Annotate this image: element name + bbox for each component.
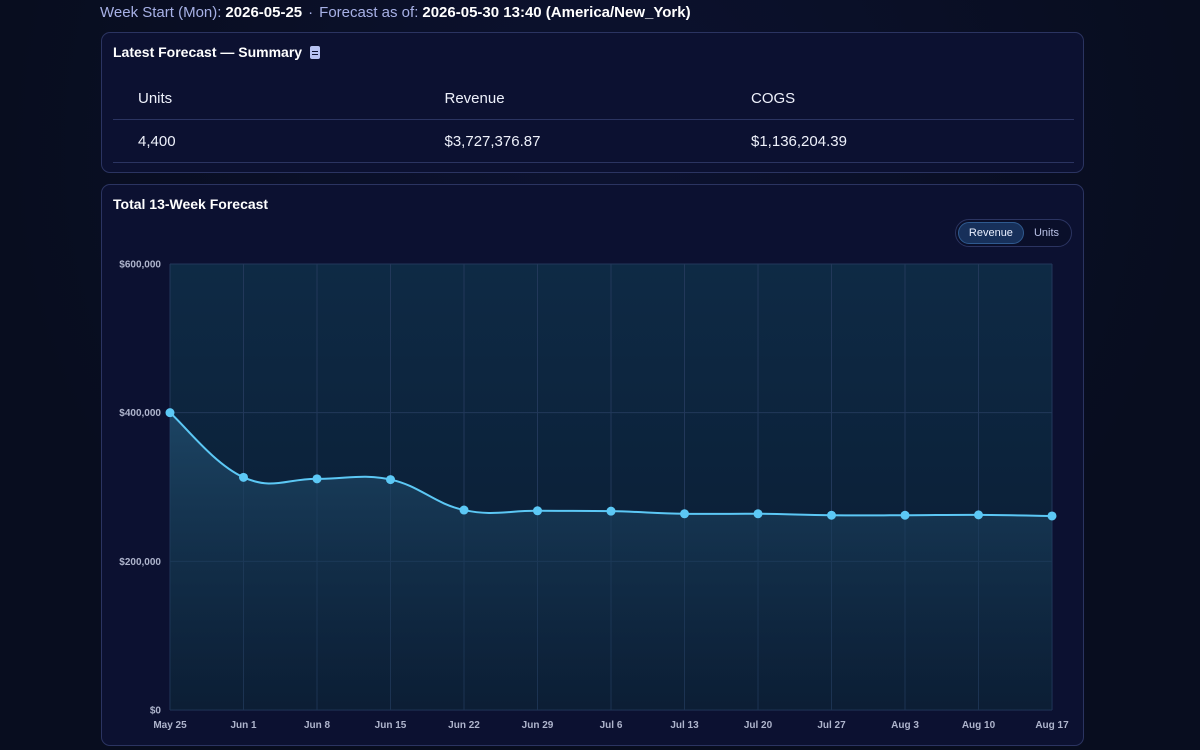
x-tick-label: Jul 27 <box>817 720 846 731</box>
x-tick-label: Jun 15 <box>375 720 407 731</box>
summary-header-row: Units Revenue COGS <box>113 77 1074 120</box>
series-area <box>170 412 1052 710</box>
units-value: 4,400 <box>138 132 176 150</box>
x-tick-label: Jun 29 <box>522 720 554 731</box>
x-tick-label: Aug 17 <box>1035 720 1069 731</box>
x-tick-label: Aug 10 <box>962 720 996 731</box>
week-start-value: 2026-05-25 <box>225 4 303 21</box>
data-point <box>753 509 763 519</box>
data-point <box>1047 511 1057 521</box>
data-point <box>239 472 248 482</box>
y-tick-label: $200,000 <box>119 557 161 568</box>
metric-toggle[interactable]: Revenue Units <box>954 219 1072 247</box>
column-header-units: Units <box>138 89 173 107</box>
summary-table: Units Revenue COGS 4,400 $3,727,376.87 $… <box>113 77 1074 163</box>
chart-card-title: Total 13-Week Forecast <box>113 196 269 212</box>
document-icon <box>310 45 321 59</box>
y-tick-label: $400,000 <box>119 408 161 419</box>
y-tick-label: $600,000 <box>119 260 161 271</box>
x-tick-label: Jun 22 <box>448 720 480 731</box>
forecast-as-of-value: 2026-05-30 13:40 (America/New_York) <box>422 4 691 21</box>
forecast-meta-bar: Week Start (Mon): 2026-05-25 · Forecast as … <box>100 4 691 22</box>
x-tick-label: Aug 3 <box>891 720 919 731</box>
week-start-label: Week Start (Mon): <box>100 4 222 21</box>
data-point <box>606 506 616 516</box>
data-point <box>165 408 175 418</box>
x-tick-label: Jul 20 <box>744 720 773 731</box>
summary-card-title: Latest Forecast — Summary <box>113 44 321 60</box>
data-point <box>386 475 395 485</box>
x-tick-label: Jun 1 <box>230 720 257 731</box>
forecast-as-of-label: Forecast as of: <box>319 4 419 21</box>
data-point <box>312 474 322 484</box>
data-point <box>827 510 836 520</box>
data-point <box>974 510 983 520</box>
cogs-value: $1,136,204.39 <box>751 132 847 150</box>
forecast-line-chart: $0 $200,000 $400,000 $600,000 May 25 Jun 1 Jun… <box>119 260 1069 732</box>
data-point <box>459 505 469 515</box>
summary-title-text: Latest Forecast — Summary <box>113 44 303 60</box>
forecast-chart-card: Total 13-Week Forecast Revenue Units $0 $… <box>101 184 1084 746</box>
summary-value-row: 4,400 $3,727,376.87 $1,136,204.39 <box>113 120 1074 163</box>
revenue-value: $3,727,376.87 <box>444 132 541 150</box>
x-tick-label: Jun 8 <box>304 720 331 731</box>
meta-separator: · <box>308 4 314 21</box>
data-point <box>900 510 910 520</box>
x-tick-label: Jul 6 <box>600 720 623 731</box>
data-point <box>680 509 689 519</box>
column-header-revenue: Revenue <box>444 89 505 107</box>
data-point <box>533 506 542 516</box>
toggle-units-button[interactable]: Units <box>1033 227 1059 239</box>
summary-card: Latest Forecast — Summary Units Revenue … <box>101 32 1084 173</box>
toggle-revenue-button[interactable]: Revenue <box>957 222 1024 244</box>
y-tick-label: $0 <box>150 706 162 717</box>
column-header-cogs: COGS <box>751 89 796 107</box>
x-tick-label: Jul 13 <box>670 720 699 731</box>
x-tick-label: May 25 <box>153 720 187 731</box>
